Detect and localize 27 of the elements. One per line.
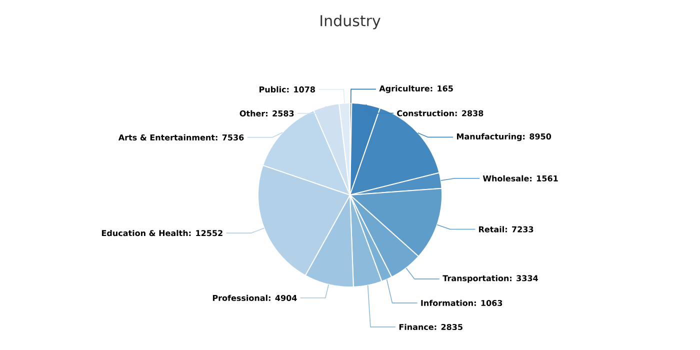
slice-label: Retail: [479, 226, 504, 232]
slice-label: Professional: [212, 294, 268, 301]
slice-label: Education & Health: [102, 230, 188, 236]
data-label: : 165: [430, 85, 453, 92]
slice-label: Finance: [399, 324, 434, 330]
slice-label: Agriculture: [379, 85, 430, 94]
slice-label: Manufacturing: [456, 133, 522, 142]
data-label: : 1063: [474, 300, 502, 306]
slice-label: Wholesale: [482, 175, 529, 182]
data-label: : 7233: [505, 226, 534, 232]
data-label: : 1078: [287, 86, 315, 92]
data-label: : 2838: [455, 110, 484, 116]
data-label: : 4904: [268, 294, 297, 301]
slice-label: Other: [240, 110, 266, 116]
data-label: : 7536: [216, 134, 244, 140]
slice-label: Public: [260, 86, 286, 92]
data-label: : 2835: [434, 324, 462, 330]
slice-label: Arts & Entertainment: [118, 134, 215, 140]
chart-title: Industry: [320, 14, 380, 30]
data-label: : 2583: [266, 110, 294, 116]
slice-label: Transportation: [442, 275, 509, 283]
slice-label: Information: [421, 300, 473, 306]
data-label: : 1561: [530, 175, 558, 182]
slice-label: Construction: [397, 110, 454, 116]
data-label: : 3334: [510, 275, 538, 282]
data-label: : 8950: [523, 133, 552, 140]
data-label: : 12552: [189, 230, 222, 236]
